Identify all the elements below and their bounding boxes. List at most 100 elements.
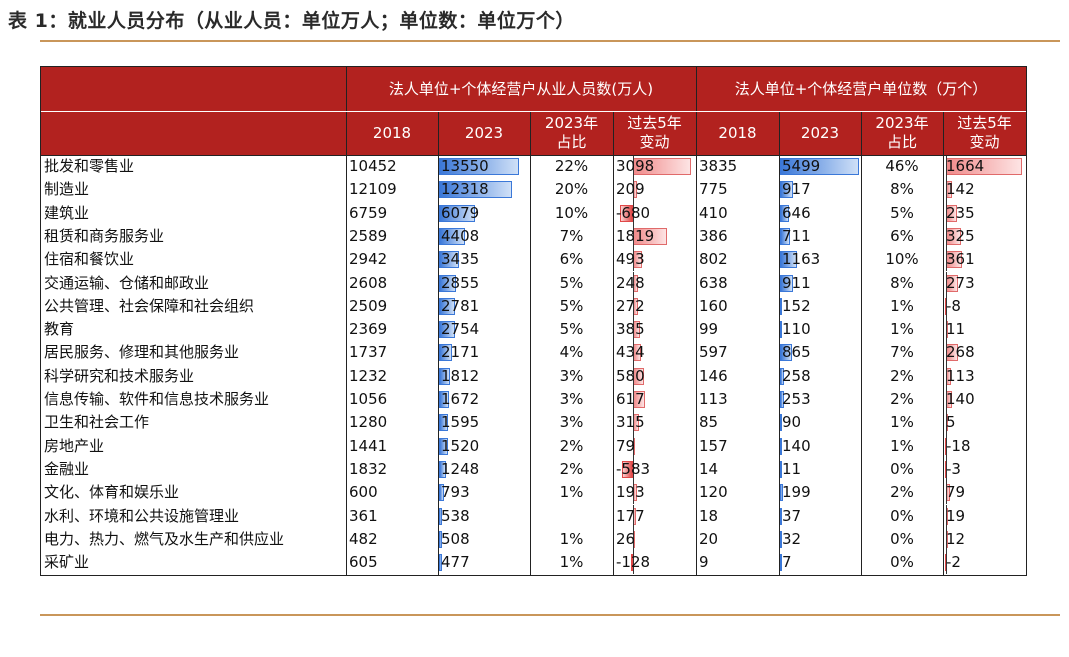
units-2023-cell: 646 — [779, 202, 861, 225]
cell-text: 5499 — [782, 157, 821, 175]
industry-cell: 房地产业 — [41, 435, 346, 458]
data-bar — [780, 437, 782, 455]
data-bar — [780, 530, 782, 548]
cell-text: 477 — [441, 553, 470, 572]
cell-text: 6% — [890, 226, 914, 245]
cell-text: 4408 — [441, 226, 480, 245]
units-change-cell: 142 — [943, 178, 1026, 202]
units-share-cell: 10% — [861, 248, 943, 271]
units-2023-cell: 5499 — [779, 155, 861, 178]
employees-share-cell: 3% — [530, 388, 613, 411]
units-share-cell: 7% — [861, 341, 943, 364]
bar-axis — [633, 364, 634, 388]
units-share-cell: 2% — [861, 481, 943, 504]
cell-text: 电力、热力、燃气及水生产和供应业 — [44, 529, 285, 548]
bar-axis — [633, 388, 634, 412]
cell-text: 580 — [616, 366, 645, 385]
employees-2018-cell: 1737 — [346, 341, 438, 364]
cell-text: 卫生和社会工作 — [44, 413, 150, 432]
employees-change-cell: -583 — [613, 457, 696, 482]
industry-cell: 水利、环境和公共设施管理业 — [41, 505, 346, 528]
cell-text: 20 — [699, 529, 719, 548]
employees-2023-cell: 12318 — [438, 178, 530, 201]
bar-axis — [946, 457, 947, 482]
cell-text: 交通运输、仓储和邮政业 — [44, 273, 210, 292]
data-bar — [439, 204, 475, 222]
bar-axis — [633, 481, 634, 505]
grid-line — [346, 67, 347, 575]
cell-text: 199 — [782, 483, 811, 502]
bar-axis — [946, 155, 947, 179]
employees-change-cell: -128 — [613, 551, 696, 575]
data-bar — [439, 321, 456, 339]
cell-text: 1812 — [441, 366, 480, 385]
cell-text: 638 — [699, 273, 728, 292]
units-2018-cell: 18 — [696, 505, 779, 528]
cell-text: 5% — [890, 203, 914, 222]
employees-share-cell: 5% — [530, 295, 613, 318]
cell-text: 2% — [890, 483, 914, 502]
units-share-cell: 8% — [861, 178, 943, 201]
cell-text: 7 — [782, 553, 792, 572]
cell-text: 793 — [441, 483, 470, 502]
employees-change-cell: 193 — [613, 481, 696, 505]
cell-text: 1056 — [349, 390, 388, 408]
employees-2018-cell: 2509 — [346, 295, 438, 318]
cell-text: 4% — [559, 343, 584, 362]
employees-share-cell: 5% — [530, 272, 613, 295]
industry-cell: 批发和零售业 — [41, 155, 346, 178]
cell-text: 5% — [559, 273, 584, 292]
data-bar — [439, 530, 442, 548]
cell-text: 2171 — [441, 343, 480, 362]
cell-text: 金融业 — [44, 459, 90, 478]
cell-text: 1280 — [349, 413, 388, 432]
cell-text: 5 — [946, 413, 956, 432]
bar-axis — [946, 201, 947, 225]
units-2023-cell: 140 — [779, 435, 861, 458]
cell-text: 1% — [890, 436, 914, 455]
data-bar — [780, 344, 793, 362]
bar-axis — [633, 155, 634, 179]
cell-text: 1441 — [349, 436, 388, 455]
cell-text: 600 — [349, 483, 378, 502]
cell-text: 22% — [554, 157, 589, 175]
cell-text: 6079 — [441, 203, 480, 222]
employees-2018-cell: 361 — [346, 505, 438, 528]
cell-text: 90 — [782, 413, 802, 432]
employees-2018-cell: 1832 — [346, 458, 438, 481]
employees-change-cell: 493 — [613, 248, 696, 272]
bar-axis — [946, 388, 947, 412]
employees-2018-cell: 2589 — [346, 225, 438, 248]
employees-2023-cell: 13550 — [438, 155, 530, 178]
industry-cell: 金融业 — [41, 458, 346, 481]
data-bar — [780, 321, 782, 339]
cell-text: 385 — [616, 320, 645, 339]
employees-share-cell: 10% — [530, 202, 613, 225]
header-eshare-line1: 2023年 — [544, 114, 599, 132]
bar-axis — [946, 527, 947, 552]
industry-cell: 文化、体育和娱乐业 — [41, 481, 346, 504]
cell-text: 2781 — [441, 296, 480, 315]
cell-text: -680 — [616, 203, 651, 222]
employees-2023-cell: 538 — [438, 505, 530, 528]
industry-cell: 交通运输、仓储和邮政业 — [41, 272, 346, 295]
industry-cell: 租赁和商务服务业 — [41, 225, 346, 248]
data-bar — [780, 460, 782, 478]
units-change-cell: -18 — [943, 434, 1026, 458]
units-change-cell: -2 — [943, 551, 1026, 575]
industry-cell: 教育 — [41, 318, 346, 341]
cell-text: 0% — [890, 529, 914, 548]
bar-axis — [946, 271, 947, 295]
bar-axis — [633, 201, 634, 225]
cell-text: -3 — [946, 459, 961, 478]
employees-share-cell: 7% — [530, 225, 613, 248]
cell-text: -2 — [946, 553, 961, 572]
cell-text: 272 — [616, 296, 645, 315]
employees-change-cell: 580 — [613, 364, 696, 388]
cell-text: 11 — [946, 320, 966, 339]
units-2018-cell: 113 — [696, 388, 779, 411]
industry-cell: 电力、热力、燃气及水生产和供应业 — [41, 528, 346, 551]
cell-text: -583 — [616, 459, 651, 478]
employees-2018-cell: 2608 — [346, 272, 438, 295]
employees-change-cell: 385 — [613, 318, 696, 342]
